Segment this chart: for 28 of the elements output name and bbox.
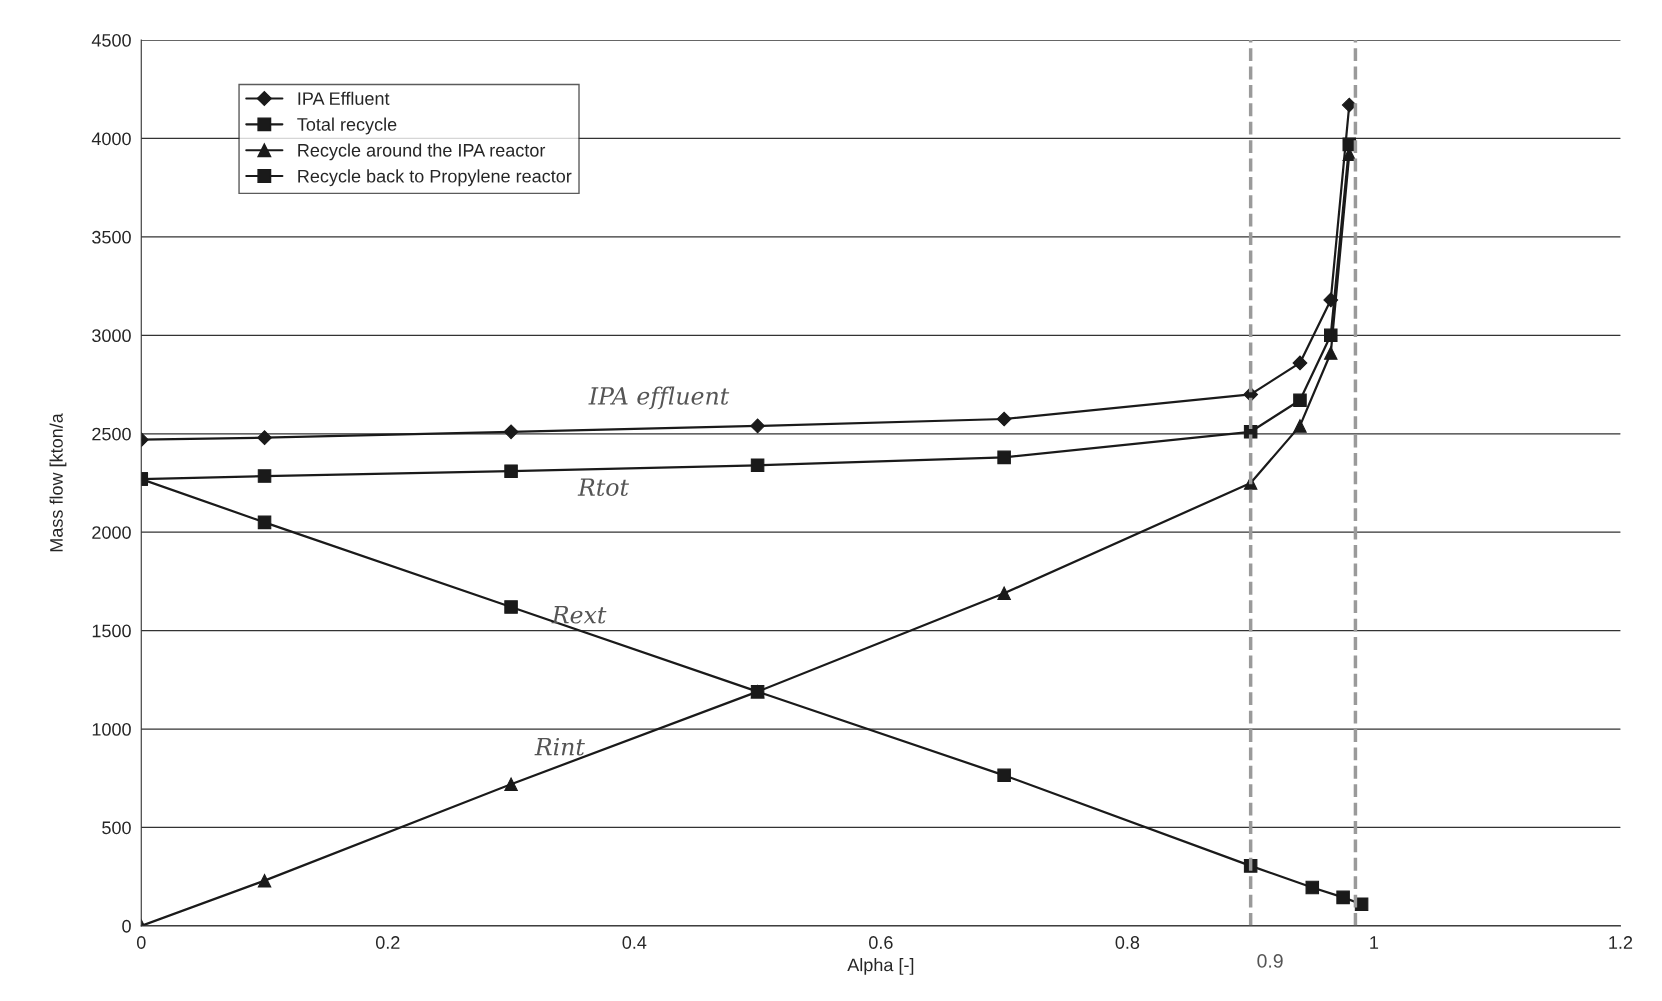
x-tick-label: 0.4 — [622, 936, 647, 949]
y-tick-label: 1000 — [92, 723, 131, 736]
annotation: IPA effluent — [588, 386, 730, 410]
legend-label: Recycle around the IPA reactor — [298, 143, 546, 161]
x-tick-label: 1.2 — [1609, 936, 1633, 949]
y-tick-label: 3000 — [92, 329, 131, 343]
y-tick-label: 1500 — [92, 624, 131, 638]
x-tick-label: 1 — [1370, 936, 1379, 949]
y-tick-label: 3500 — [92, 230, 131, 244]
x-tick-label: 0.2 — [375, 936, 400, 949]
x-axis-title: Alpha [-] — [847, 958, 914, 975]
ref-line-label: 0.9 — [1257, 954, 1283, 968]
annotation: Rint — [534, 737, 585, 756]
x-tick-label: 0.6 — [869, 936, 893, 949]
legend-label: IPA Effluent — [298, 91, 390, 105]
legend-label: Total recycle — [297, 117, 397, 135]
y-tick-label: 4000 — [91, 132, 131, 146]
annotation: Rext — [551, 606, 607, 624]
y-tick-label: 500 — [102, 821, 131, 835]
y-tick-label: 2000 — [92, 526, 131, 539]
annotation: Rtot — [577, 478, 630, 497]
x-tick-label: 0.8 — [1115, 936, 1140, 949]
y-axis-title: Mass flow [kton/a — [49, 413, 67, 552]
x-tick-label: 0 — [136, 936, 146, 949]
y-tick-label: 0 — [122, 919, 131, 933]
y-tick-label: 2500 — [92, 427, 131, 441]
y-tick-label: 4500 — [91, 33, 131, 47]
legend-label: Recycle back to Propylene reactor — [298, 169, 572, 187]
